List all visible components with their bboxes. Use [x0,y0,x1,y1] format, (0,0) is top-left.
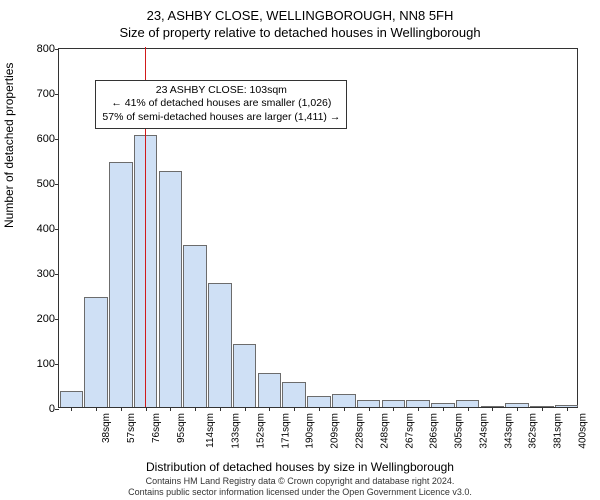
histogram-chart: 010020030040050060070080038sqm57sqm76sqm… [58,48,578,408]
x-tick-label: 133sqm [231,413,242,449]
x-tick-label: 248sqm [379,413,390,449]
x-tick-label: 76sqm [151,413,162,443]
histogram-bar [60,391,84,407]
x-tick-label: 267sqm [404,413,415,449]
x-tick-label: 324sqm [478,413,489,449]
histogram-bar [183,245,207,407]
y-axis-label: Number of detached properties [2,63,16,228]
attribution-line-2: Contains public sector information licen… [128,487,472,497]
x-tick-label: 209sqm [330,413,341,449]
x-tick-label: 57sqm [126,413,137,443]
x-tick-label: 381sqm [553,413,564,449]
x-tick-label: 286sqm [429,413,440,449]
page-title: 23, ASHBY CLOSE, WELLINGBOROUGH, NN8 5FH [0,0,600,23]
histogram-bar [159,171,183,407]
info-box-line: ← 41% of detached houses are smaller (1,… [102,97,340,111]
histogram-bar [456,400,480,407]
info-box-line: 23 ASHBY CLOSE: 103sqm [102,84,340,98]
x-tick-label: 38sqm [101,413,112,443]
x-tick-label: 114sqm [205,413,216,448]
attribution-line-1: Contains HM Land Registry data © Crown c… [146,476,455,486]
x-tick-label: 362sqm [528,413,539,449]
histogram-bar [406,400,430,407]
histogram-bar [258,373,282,407]
info-box: 23 ASHBY CLOSE: 103sqm← 41% of detached … [95,80,347,129]
histogram-bar [307,396,331,407]
x-tick-label: 228sqm [355,413,366,449]
x-tick-label: 171sqm [280,413,291,449]
x-tick-label: 95sqm [176,413,187,443]
x-tick-label: 305sqm [454,413,465,449]
page-subtitle: Size of property relative to detached ho… [0,23,600,40]
histogram-bar [84,297,108,407]
info-box-line: 57% of semi-detached houses are larger (… [102,111,340,125]
x-tick-label: 400sqm [577,413,588,449]
histogram-bar [109,162,133,407]
x-tick-label: 343sqm [503,413,514,449]
x-tick-label: 152sqm [256,413,267,449]
histogram-bar [382,400,406,407]
attribution-text: Contains HM Land Registry data © Crown c… [0,476,600,498]
x-axis-label: Distribution of detached houses by size … [0,460,600,474]
histogram-bar [282,382,306,407]
x-tick-label: 190sqm [305,413,316,449]
histogram-bar [332,394,356,408]
histogram-bar [357,400,381,407]
histogram-bar [208,283,232,407]
histogram-bar [233,344,257,407]
